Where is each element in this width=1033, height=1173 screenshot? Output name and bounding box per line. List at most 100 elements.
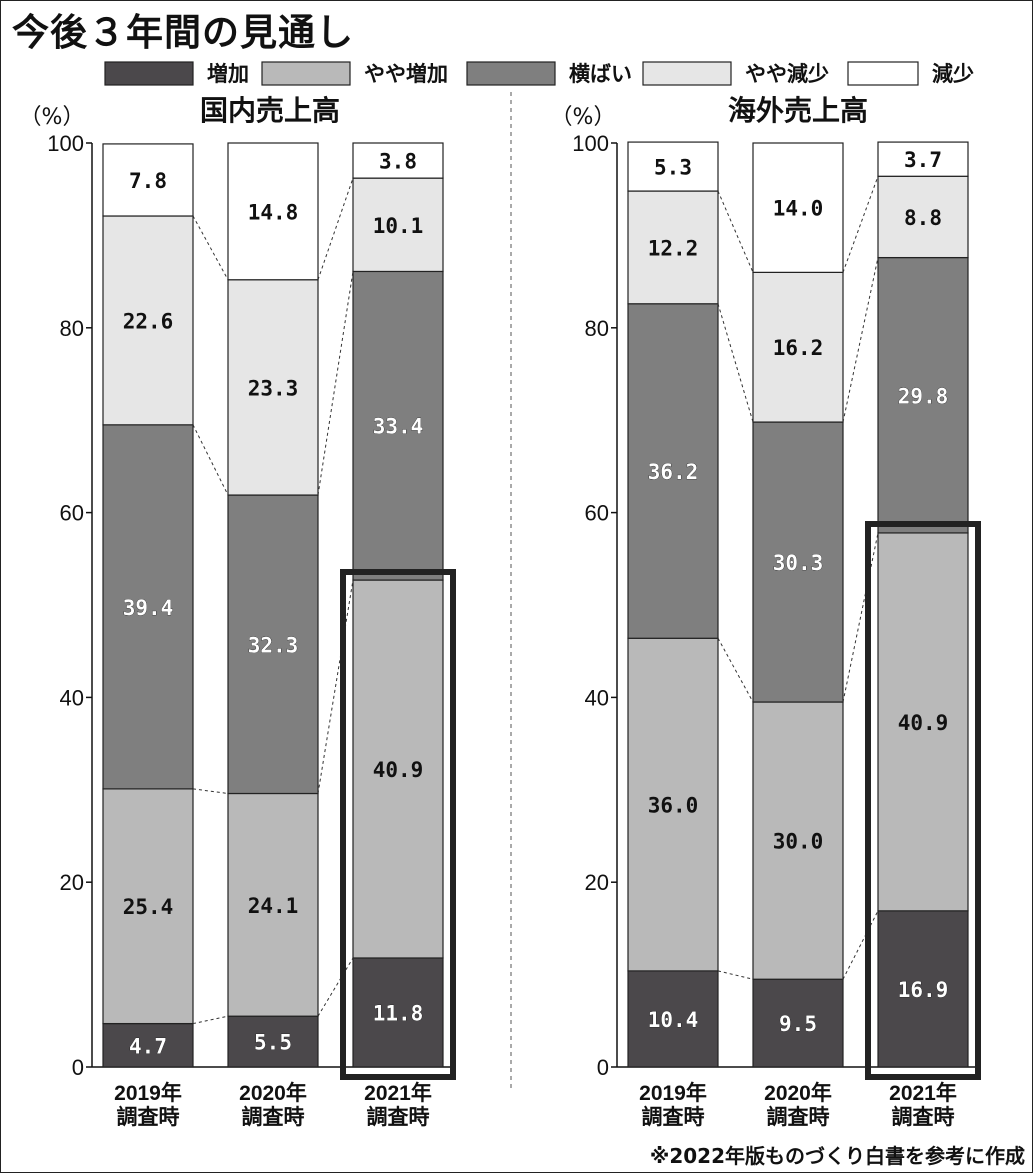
data-label: 8.8 bbox=[904, 206, 942, 230]
data-label: 36.2 bbox=[648, 460, 699, 484]
data-label: 25.4 bbox=[123, 895, 174, 919]
y-tick-label: 40 bbox=[585, 685, 609, 710]
bar-segment bbox=[352, 142, 444, 179]
x-tick-label: 2020年調査時 bbox=[764, 1081, 832, 1129]
y-tick-label: 0 bbox=[72, 1055, 84, 1080]
connector-line bbox=[317, 271, 354, 496]
y-tick-label: 100 bbox=[572, 131, 609, 156]
highlight-frame bbox=[340, 569, 456, 1080]
y-tick-label: 100 bbox=[47, 131, 84, 156]
legend-label-3: 横ばい bbox=[569, 62, 632, 86]
legend-swatch-4 bbox=[642, 61, 732, 86]
panel-title: 海外売上高 bbox=[728, 94, 868, 127]
y-axis-unit: （%） bbox=[20, 105, 85, 130]
connector-line bbox=[717, 970, 754, 980]
y-tick-label: 0 bbox=[597, 1055, 609, 1080]
connector-line bbox=[717, 638, 754, 703]
legend-label-1: 増加 bbox=[207, 62, 249, 86]
data-label: 16.9 bbox=[898, 978, 949, 1002]
bar-segment bbox=[877, 910, 969, 1068]
connector-line bbox=[717, 303, 754, 423]
bar-segment bbox=[352, 270, 444, 581]
y-tick-label: 20 bbox=[60, 870, 84, 895]
connector-line bbox=[842, 910, 879, 980]
bar-segment bbox=[752, 271, 844, 423]
data-label: 3.8 bbox=[379, 150, 417, 174]
y-tick-label: 80 bbox=[585, 316, 609, 341]
connector-line bbox=[192, 215, 229, 280]
connector-line bbox=[192, 1015, 229, 1025]
bar-segment bbox=[352, 579, 444, 959]
connector-line bbox=[317, 579, 354, 794]
data-label: 7.8 bbox=[129, 169, 167, 193]
x-tick-label: 2019年調査時 bbox=[114, 1081, 182, 1129]
legend-swatch-2 bbox=[261, 61, 351, 86]
bar-segment bbox=[627, 141, 719, 192]
x-tick-label: 2021年調査時 bbox=[889, 1081, 957, 1129]
source-note: ※2022年版ものづくり白書を参考に作成 bbox=[649, 1144, 1025, 1168]
legend-swatch-3 bbox=[466, 61, 556, 86]
bar-segment bbox=[627, 637, 719, 972]
y-tick-label: 60 bbox=[60, 501, 84, 526]
data-label: 3.7 bbox=[904, 148, 942, 172]
bar-segment bbox=[752, 421, 844, 703]
bar-segment bbox=[752, 142, 844, 273]
bar-segment bbox=[352, 177, 444, 273]
panel-title: 国内売上高 bbox=[200, 94, 340, 127]
bar-segment bbox=[627, 303, 719, 639]
data-label: 23.3 bbox=[248, 376, 299, 400]
chart-panel-2: 海外売上高 （%） 0 20 40 60 80 100 10.4 36.0 36.2 12.2 5.3 2… bbox=[551, 94, 981, 1129]
y-tick-label: 40 bbox=[60, 685, 84, 710]
bar-segment bbox=[227, 142, 319, 281]
legend-swatch-1 bbox=[104, 61, 194, 86]
bar-segment bbox=[227, 792, 319, 1017]
data-label: 40.9 bbox=[373, 758, 424, 782]
connector-line bbox=[192, 424, 229, 496]
connector-line bbox=[842, 176, 879, 273]
data-label: 16.2 bbox=[773, 336, 824, 360]
legend-label-5: 減少 bbox=[932, 62, 974, 86]
x-tick-label: 2020年調査時 bbox=[239, 1081, 307, 1129]
data-label: 14.0 bbox=[773, 197, 824, 221]
data-label: 36.0 bbox=[648, 794, 699, 818]
y-axis-unit: （%） bbox=[551, 105, 616, 130]
bar-segment bbox=[752, 978, 844, 1068]
data-label: 11.8 bbox=[373, 1001, 424, 1025]
data-label: 24.1 bbox=[248, 894, 299, 918]
data-label: 40.9 bbox=[898, 711, 949, 735]
bar-segment bbox=[102, 788, 194, 1025]
bar-segment bbox=[752, 701, 844, 980]
x-tick-label: 2019年調査時 bbox=[639, 1081, 707, 1129]
bar-segment bbox=[877, 256, 969, 534]
y-tick-label: 60 bbox=[585, 501, 609, 526]
chart-panel-1: 国内売上高 （%） 0 20 40 60 80 100 4.7 25.4 39.4 22.6 7.8 20… bbox=[20, 94, 456, 1129]
bar-segment bbox=[627, 970, 719, 1068]
x-tick-label: 2021年調査時 bbox=[364, 1081, 432, 1129]
highlight-frame bbox=[865, 521, 981, 1080]
bar-segment bbox=[227, 279, 319, 496]
connector-line bbox=[317, 177, 354, 280]
data-label: 10.1 bbox=[373, 214, 424, 238]
data-label: 12.2 bbox=[648, 236, 699, 260]
data-label: 30.0 bbox=[773, 830, 824, 854]
data-label: 32.3 bbox=[248, 633, 299, 657]
data-label: 39.4 bbox=[123, 596, 174, 620]
legend-label-2: やや増加 bbox=[364, 62, 448, 86]
data-label: 30.3 bbox=[773, 551, 824, 575]
bar-segment bbox=[352, 957, 444, 1068]
connector-line bbox=[717, 190, 754, 273]
y-tick-label: 20 bbox=[585, 870, 609, 895]
legend-label-4: やや減少 bbox=[745, 62, 829, 86]
bar-segment bbox=[102, 215, 194, 426]
data-label: 5.5 bbox=[254, 1031, 292, 1055]
connector-line bbox=[842, 532, 879, 703]
y-tick-label: 80 bbox=[60, 316, 84, 341]
bar-segment bbox=[102, 424, 194, 790]
bar-segment bbox=[627, 190, 719, 305]
connector-line bbox=[192, 788, 229, 794]
connector-line bbox=[842, 257, 879, 423]
data-label: 4.7 bbox=[129, 1034, 167, 1058]
data-label: 9.5 bbox=[779, 1012, 817, 1036]
data-label: 33.4 bbox=[373, 415, 424, 439]
